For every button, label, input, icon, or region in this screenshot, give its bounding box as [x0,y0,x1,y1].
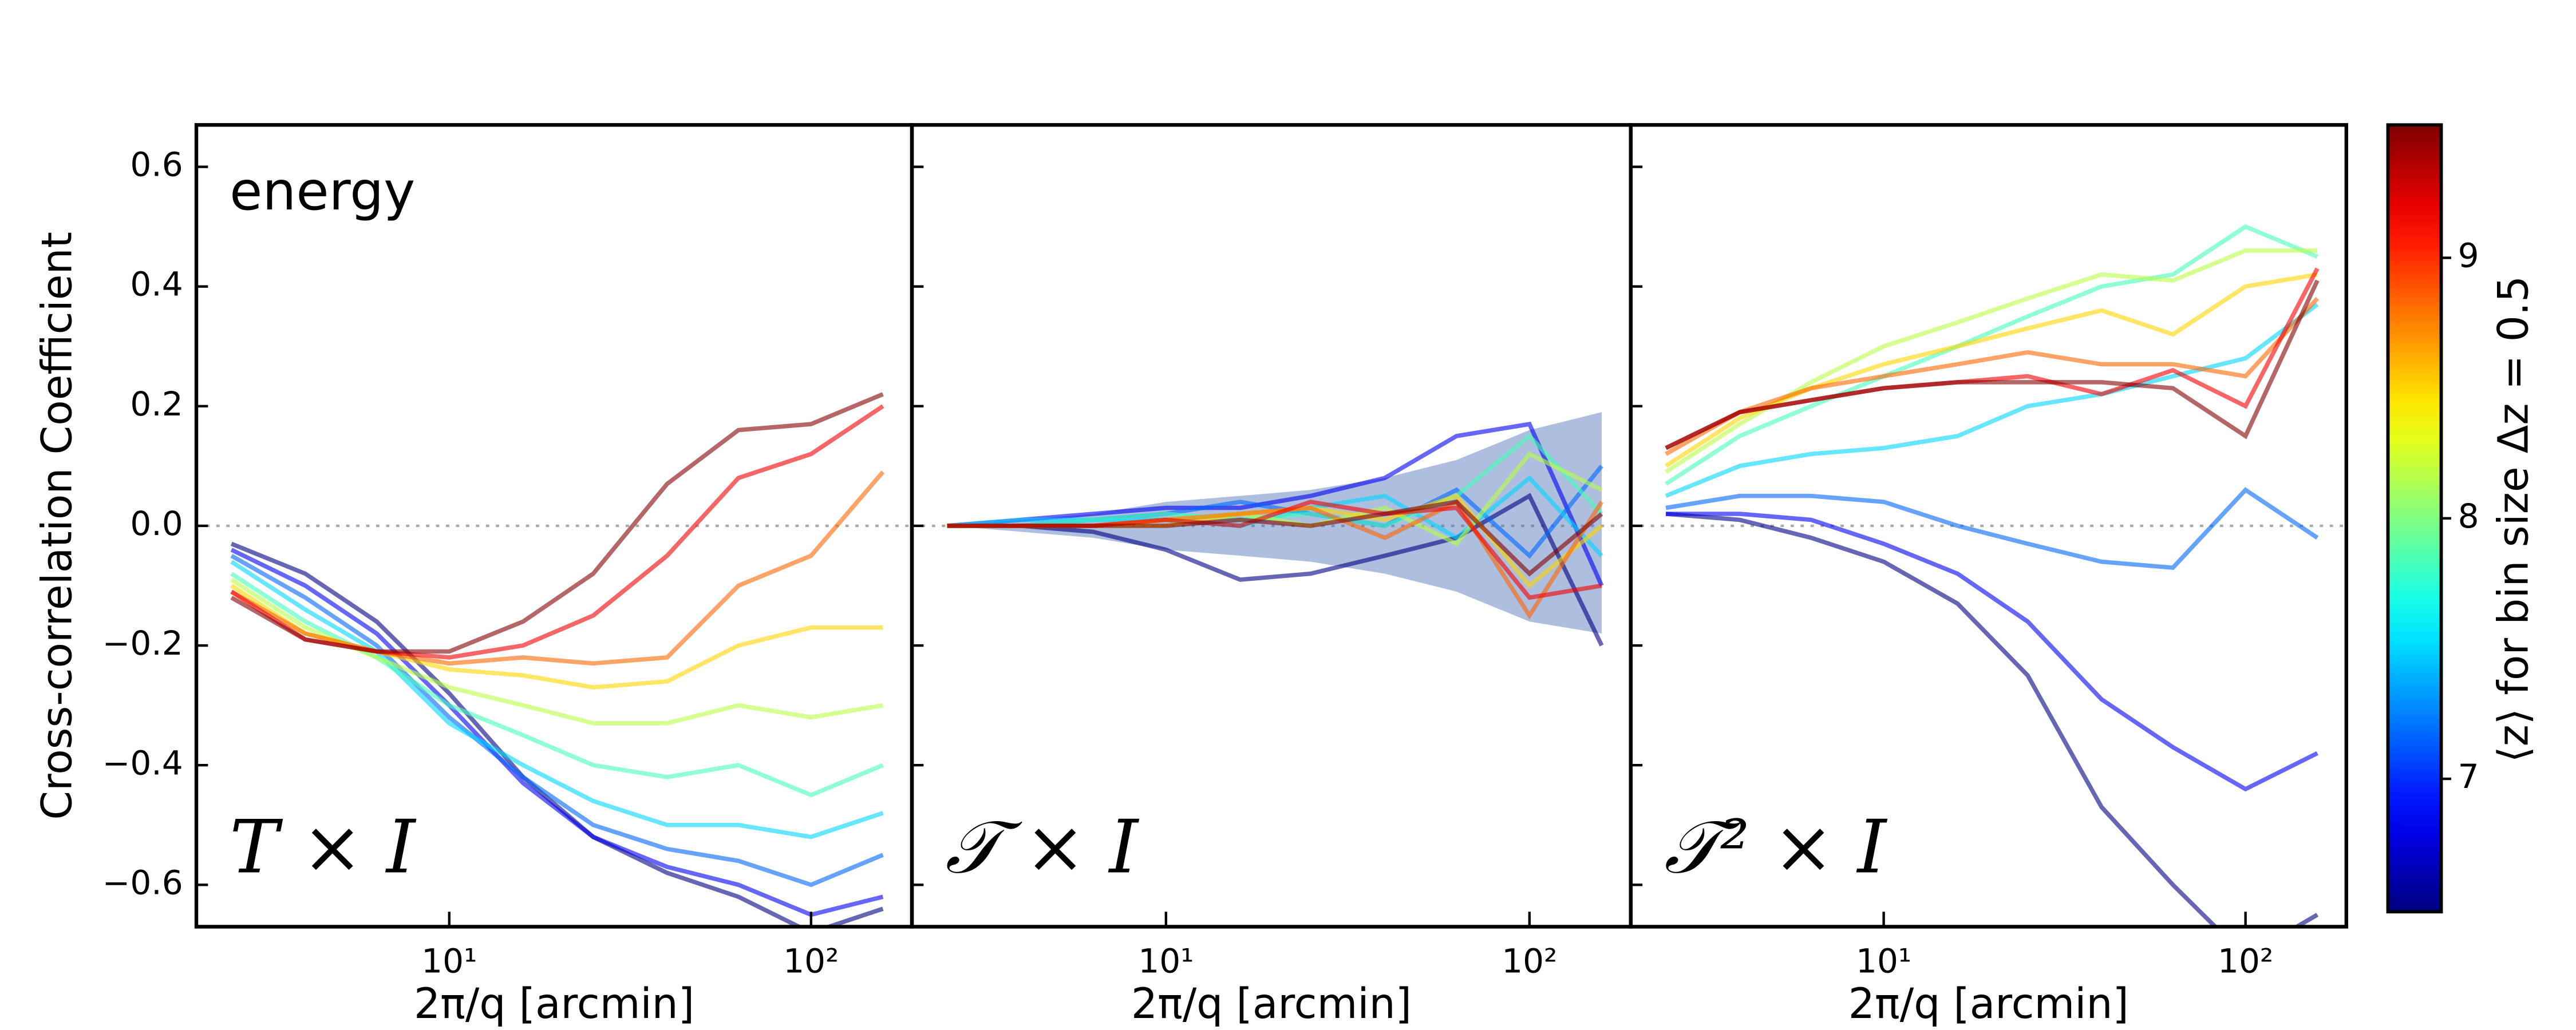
colorbar-tick-label: 7 [2458,757,2479,796]
x-tick-label: 10² [2218,942,2273,981]
series-line [230,392,884,654]
annotation: energy [230,160,415,222]
series-line [947,493,1604,647]
series-line [1665,512,2319,927]
series-line [230,470,885,666]
y-tick-label: 0.4 [130,265,183,304]
series-line [230,553,884,888]
series-line [230,548,884,917]
series-line [230,541,884,927]
series-line [1666,512,2318,792]
colorbar [2386,123,2443,914]
y-tick-label: −0.2 [102,624,183,663]
panel [196,392,912,927]
series-line [1665,272,2318,468]
y-tick-label: 0.2 [130,385,183,423]
panel-label: T × I [230,805,417,890]
series-line [1665,279,2320,450]
panel [1630,224,2346,927]
panel [912,412,1631,647]
colorbar-label: ⟨z⟩ for bin size Δz = 0.5 [2490,276,2538,763]
y-tick-label: 0.6 [130,145,183,184]
panel-label: 𝒯 × I [945,805,1139,890]
x-axis-label: 2π/q [arcmin] [414,980,694,1028]
x-axis-label: 2π/q [arcmin] [1131,980,1412,1028]
x-axis-label: 2π/q [arcmin] [1848,980,2129,1028]
colorbar-tick-label: 8 [2458,497,2479,536]
x-tick-label: 10¹ [1138,942,1194,981]
y-axis-label: Cross-correlation Coefficient [34,232,82,820]
series-line [1665,224,2318,486]
x-tick-label: 10¹ [421,942,477,981]
series-line [1665,248,2318,474]
x-tick-label: 10² [783,942,839,981]
series-line [947,433,1603,528]
series-line [1665,302,2319,498]
series-line [947,421,1604,587]
series-line [1665,296,2320,456]
y-tick-label: −0.4 [102,743,183,782]
y-tick-label: −0.6 [102,863,183,902]
series-line [230,560,884,839]
x-tick-label: 10² [1502,942,1557,981]
x-tick-label: 10¹ [1856,942,1911,981]
y-tick-label: 0.0 [130,504,183,543]
series-line [947,500,1603,577]
series-line [230,404,884,660]
colorbar-tick-label: 9 [2458,236,2479,275]
series-line [1665,487,2319,571]
panel-label: 𝒯² × I [1664,805,1888,890]
series-line [230,572,884,798]
